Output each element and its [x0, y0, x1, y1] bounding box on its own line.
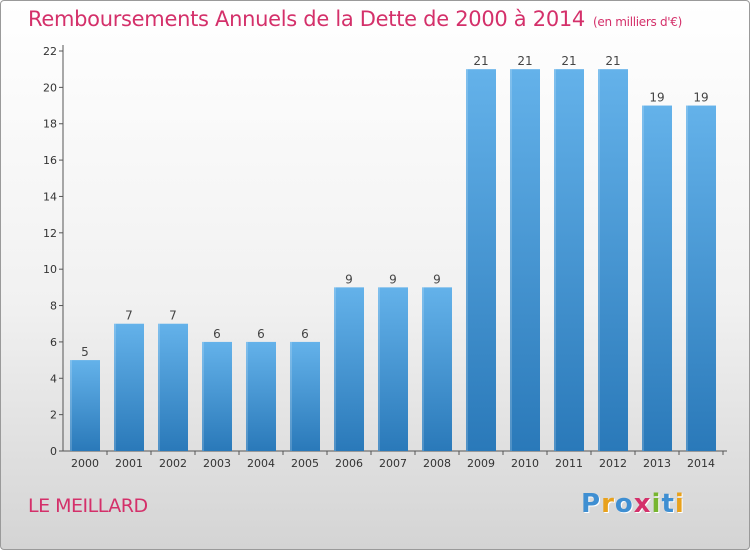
chart-title-text: Remboursements Annuels de la Dette de 20… [28, 7, 585, 31]
data-label-2010: 21 [517, 54, 532, 68]
x-tick-label-2006: 2006 [335, 457, 363, 470]
bar-highlight-2012 [598, 69, 600, 451]
x-tick-label-2013: 2013 [643, 457, 671, 470]
chart-subtitle: (en milliers d'€) [593, 15, 683, 29]
data-label-2012: 21 [605, 54, 620, 68]
bar-2004 [246, 341, 276, 451]
x-tick-label-2012: 2012 [599, 457, 627, 470]
chart-title: Remboursements Annuels de la Dette de 20… [28, 7, 682, 31]
x-tick-label-2003: 2003 [203, 457, 231, 470]
data-label-2013: 19 [649, 91, 664, 105]
y-tick-label: 12 [43, 227, 57, 240]
x-tick-label-2010: 2010 [511, 457, 539, 470]
data-label-2009: 21 [473, 54, 488, 68]
bar-2009 [466, 69, 496, 451]
data-label-2011: 21 [561, 54, 576, 68]
logo-letter: i [674, 489, 685, 519]
x-tick-label-2011: 2011 [555, 457, 583, 470]
bar-highlight-2007 [378, 287, 380, 451]
bar-2014 [686, 105, 716, 451]
bar-2011 [554, 69, 584, 451]
bar-highlight-2005 [290, 341, 292, 451]
x-axis: 2000 2001 2002 2003 2004 2005 2006 2007 2008 2009… [63, 450, 727, 470]
data-label-2003: 6 [213, 327, 221, 341]
bar-2001 [114, 323, 144, 451]
bar-highlight-2010 [510, 69, 512, 451]
x-tick-label-2009: 2009 [467, 457, 495, 470]
data-label-2014: 19 [693, 91, 708, 105]
data-label-2001: 7 [125, 309, 133, 323]
bar-2002 [158, 323, 188, 451]
y-tick-label: 20 [43, 81, 57, 94]
bar-series [70, 69, 716, 451]
logo-letter: o [614, 489, 634, 519]
x-tick-label-2005: 2005 [291, 457, 319, 470]
bar-highlight-2006 [334, 287, 336, 451]
logo-letter: r [601, 489, 615, 519]
y-tick-label: 6 [50, 336, 57, 349]
bar-highlight-2004 [246, 341, 248, 451]
bar-2013 [642, 105, 672, 451]
bar-highlight-2013 [642, 105, 644, 451]
x-tick-label-2004: 2004 [247, 457, 275, 470]
bar-highlight-2014 [686, 105, 688, 451]
y-axis: 0 2 4 6 8 10 12 14 16 18 20 22 [43, 45, 64, 458]
bar-highlight-2008 [422, 287, 424, 451]
bar-2007 [378, 287, 408, 451]
logo-letter: t [661, 489, 675, 519]
x-tick-label-2000: 2000 [71, 457, 99, 470]
data-label-2007: 9 [389, 272, 397, 286]
data-label-2002: 7 [169, 309, 177, 323]
y-tick-label: 14 [43, 190, 57, 203]
y-tick-label: 18 [43, 118, 57, 131]
y-tick-label: 22 [43, 45, 57, 58]
logo-letter: P [581, 489, 602, 519]
y-tick-label: 0 [50, 445, 57, 458]
proxiti-logo[interactable]: Proxiti [581, 489, 685, 519]
x-tick-label-2001: 2001 [115, 457, 143, 470]
bar-highlight-2003 [202, 341, 204, 451]
data-label-2008: 9 [433, 272, 441, 286]
data-label-2004: 6 [257, 327, 265, 341]
data-label-2006: 9 [345, 272, 353, 286]
x-tick-label-2007: 2007 [379, 457, 407, 470]
bar-2008 [422, 287, 452, 451]
bar-highlight-2000 [70, 360, 72, 451]
bar-highlight-2002 [158, 323, 160, 451]
y-tick-label: 8 [50, 300, 57, 313]
y-tick-label: 2 [50, 409, 57, 422]
y-tick-label: 4 [50, 372, 57, 385]
bar-highlight-2011 [554, 69, 556, 451]
bar-2005 [290, 341, 320, 451]
x-tick-label-2014: 2014 [687, 457, 715, 470]
logo-letter: i [651, 489, 662, 519]
x-tick-label-2008: 2008 [423, 457, 451, 470]
bar-highlight-2009 [466, 69, 468, 451]
logo-letter: x [633, 489, 652, 519]
data-label-2005: 6 [301, 327, 309, 341]
data-label-2000: 5 [81, 345, 89, 359]
y-tick-label: 16 [43, 154, 57, 167]
bar-2006 [334, 287, 364, 451]
x-tick-label-2002: 2002 [159, 457, 187, 470]
town-name: LE MEILLARD [28, 495, 148, 517]
bar-2010 [510, 69, 540, 451]
bar-2012 [598, 69, 628, 451]
bar-2000 [70, 360, 100, 451]
y-tick-label: 10 [43, 263, 57, 276]
bar-2003 [202, 341, 232, 451]
data-labels: 5 7 7 6 6 6 9 9 9 21 21 21 21 19 19 [81, 54, 708, 359]
bar-highlight-2001 [114, 323, 116, 451]
